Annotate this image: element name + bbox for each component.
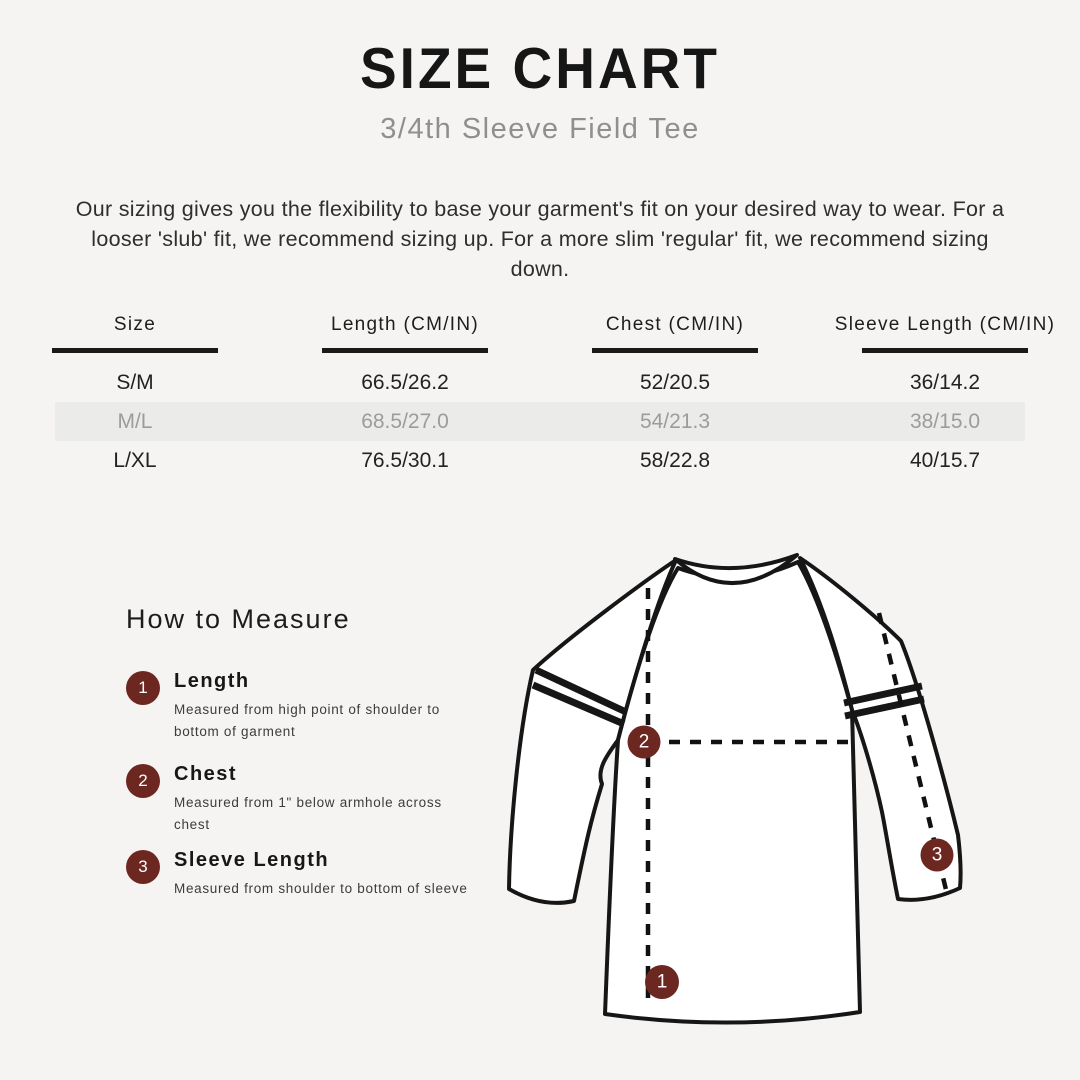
marker-2-number: 2 <box>639 732 650 753</box>
cell-length: 68.5/27.0 <box>361 409 449 433</box>
marker-1-circle <box>645 965 679 999</box>
header: SIZE CHART 3/4th Sleeve Field Tee <box>0 36 1080 146</box>
how-to-measure-heading: How to Measure <box>126 604 351 634</box>
cell-size: S/M <box>116 370 154 394</box>
how-to-measure-section: How to Measure 1 Length Measured from hi… <box>126 606 486 900</box>
cell-sleeve: 40/15.7 <box>909 448 981 472</box>
measure-item-text: Sleeve Length Measured from shoulder to … <box>174 848 468 900</box>
product-subtitle: 3/4th Sleeve Field Tee <box>380 113 700 145</box>
cell-sleeve: 36/14.2 <box>909 370 981 394</box>
cell-size: L/XL <box>113 448 157 472</box>
measure-item-text: Length Measured from high point of shoul… <box>174 669 476 742</box>
cell-length: 76.5/30.1 <box>361 448 449 472</box>
measure-item-text: Chest Measured from 1" below armhole acr… <box>174 762 476 835</box>
table-row-ml: M/L 68.5/27.0 54/21.3 38/15.0 <box>0 402 1080 441</box>
column-header-size: Size <box>0 314 270 353</box>
cell-size: M/L <box>117 409 153 433</box>
measure-item-title: Chest <box>174 763 238 785</box>
header-underline <box>322 348 488 353</box>
size-table-header: Size Length (CM/IN) Chest (CM/IN) Sleeve… <box>0 314 1080 353</box>
header-underline <box>592 348 758 353</box>
collar-band <box>673 553 799 585</box>
measure-item-chest: 2 Chest Measured from 1" below armhole a… <box>126 762 486 835</box>
column-header-chest: Chest (CM/IN) <box>540 314 810 353</box>
left-sleeve-stripe-top <box>534 666 628 716</box>
marker-2-circle <box>627 725 661 759</box>
header-underline <box>52 348 218 353</box>
column-header-label: Size <box>113 314 157 335</box>
measure-items: 1 Length Measured from high point of sho… <box>126 669 486 900</box>
measure-item-description: Measured from 1" below armhole across ch… <box>174 795 442 832</box>
size-table-body: S/M 66.5/26.2 52/20.5 36/14.2 M/L 68.5/2… <box>0 363 1080 480</box>
table-row-lxl: L/XL 76.5/30.1 58/22.8 40/15.7 <box>0 441 1080 480</box>
sizing-description: Our sizing gives you the flexibility to … <box>75 196 1005 281</box>
page-title: SIZE CHART <box>360 35 720 101</box>
cell-chest: 54/21.3 <box>639 409 711 433</box>
step-3-badge: 3 <box>126 850 160 884</box>
marker-1-number: 1 <box>657 972 668 993</box>
cell-chest: 52/20.5 <box>639 370 711 394</box>
measure-item-sleeve-length: 3 Sleeve Length Measured from shoulder t… <box>126 848 486 900</box>
marker-3-number: 3 <box>932 845 943 866</box>
right-sleeve-stripe-bottom <box>844 695 925 720</box>
measure-item-title: Sleeve Length <box>174 849 330 871</box>
sleeve-measure-line <box>876 612 951 899</box>
body-outline <box>603 560 862 1025</box>
column-header-label: Sleeve Length (CM/IN) <box>834 314 1056 335</box>
cell-chest: 58/22.8 <box>639 448 711 472</box>
cell-sleeve: 38/15.0 <box>909 409 981 433</box>
step-2-badge: 2 <box>126 764 160 798</box>
table-row-sm: S/M 66.5/26.2 52/20.5 36/14.2 <box>0 363 1080 402</box>
column-header-sleeve-length: Sleeve Length (CM/IN) <box>810 314 1080 353</box>
marker-3-circle <box>920 838 954 872</box>
header-underline <box>862 348 1028 353</box>
measure-item-description: Measured from high point of shoulder to … <box>174 702 440 739</box>
tshirt-measurement-diagram: 2 1 3 <box>507 553 963 1025</box>
size-table: Size Length (CM/IN) Chest (CM/IN) Sleeve… <box>0 314 1080 480</box>
right-sleeve-stripe-top <box>843 682 923 707</box>
step-1-badge: 1 <box>126 671 160 705</box>
left-sleeve-stripe-bottom <box>531 681 626 728</box>
column-header-label: Length (CM/IN) <box>330 314 480 335</box>
column-header-label: Chest (CM/IN) <box>605 314 745 335</box>
diagram-markers: 2 1 3 <box>627 725 954 999</box>
column-header-length: Length (CM/IN) <box>270 314 540 353</box>
measure-item-length: 1 Length Measured from high point of sho… <box>126 669 486 742</box>
cell-length: 66.5/26.2 <box>361 370 449 394</box>
measure-item-title: Length <box>174 670 250 692</box>
measure-item-description: Measured from shoulder to bottom of slee… <box>174 881 468 896</box>
